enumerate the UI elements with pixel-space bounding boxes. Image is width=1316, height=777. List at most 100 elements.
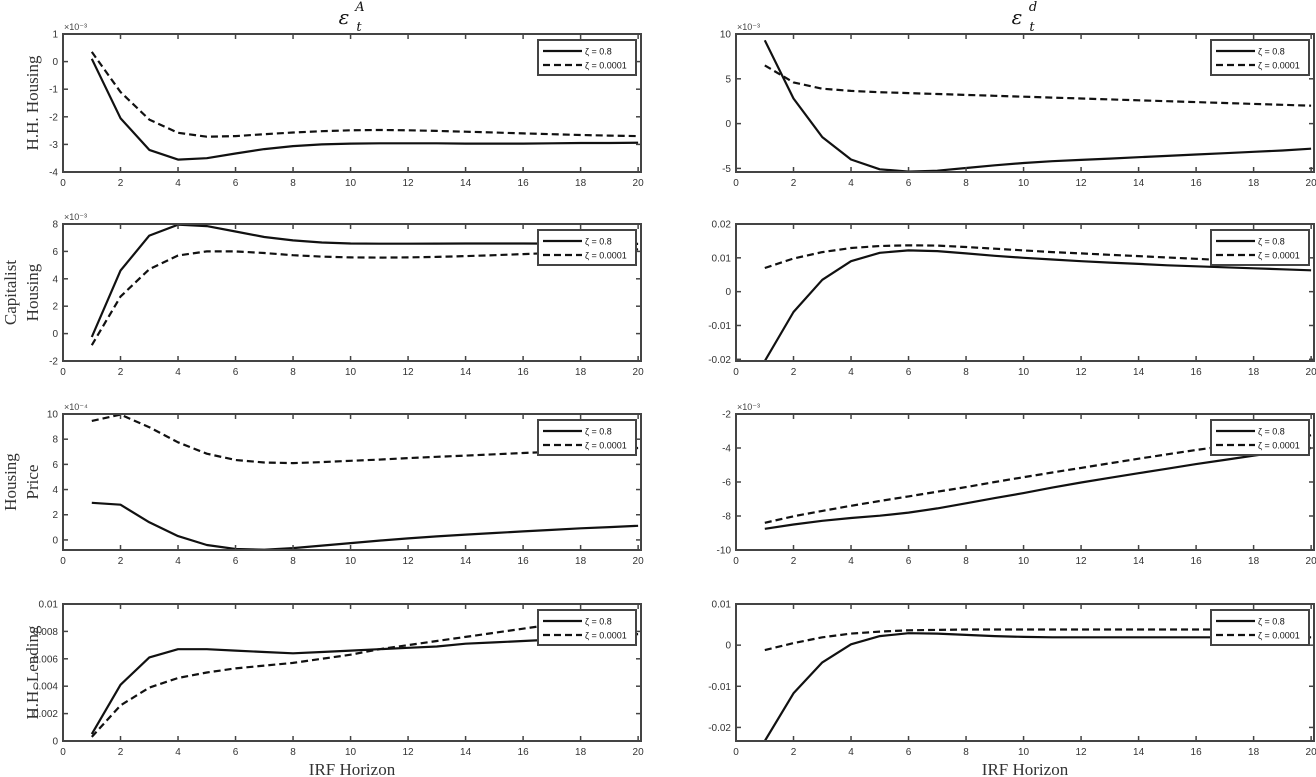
y-tick-label: 10 xyxy=(720,30,732,41)
x-tick-label: 6 xyxy=(233,178,239,189)
series-line-solid xyxy=(763,249,1312,361)
legend-label: ζ = 0.0001 xyxy=(585,441,627,451)
y-tick-label: 0.002 xyxy=(33,709,58,720)
x-tick-label: 10 xyxy=(1018,178,1030,189)
x-tick-label: 20 xyxy=(633,556,645,567)
x-tick-label: 8 xyxy=(963,367,969,378)
x-tick-label: 14 xyxy=(460,556,472,567)
axis-exponent: ×10⁻³ xyxy=(737,22,760,32)
column-title-base: ε xyxy=(339,5,350,29)
legend-label: ζ = 0.8 xyxy=(585,617,612,627)
panel-2-1: 0 2 4 6 8 10 12 14 16 18 20 -10 -8 -6 -4 -2 ×10⁻³ ζ = 0.8… xyxy=(717,402,1316,567)
series-line-dashed xyxy=(764,434,1312,524)
x-tick-label: 14 xyxy=(460,367,472,378)
y-tick-label: 0 xyxy=(52,737,58,748)
panel-0-0: 0 2 4 6 8 10 12 14 16 18 20-4-3-2-101×10⁻³ζ = 0.8ζ… xyxy=(49,22,644,189)
row-label-text: Housing xyxy=(1,453,20,511)
x-tick-label: 18 xyxy=(575,178,587,189)
y-tick-label: 1 xyxy=(52,30,58,41)
x-tick-label: 16 xyxy=(1191,556,1203,567)
x-tick-label: 10 xyxy=(345,747,357,758)
x-tick-label: 4 xyxy=(175,178,181,189)
y-tick-label: 0.02 xyxy=(712,220,732,231)
series-line-solid xyxy=(763,632,1312,741)
x-tick-label: 2 xyxy=(118,747,124,758)
x-tick-label: 14 xyxy=(460,178,472,189)
y-tick-label: -0.01 xyxy=(708,682,731,693)
x-tick-label: 18 xyxy=(575,556,587,567)
y-tick-label: 5 xyxy=(725,74,731,85)
x-tick-label: 16 xyxy=(518,178,530,189)
y-tick-label: 0.01 xyxy=(39,600,59,611)
legend-label: ζ = 0.8 xyxy=(1258,617,1285,627)
y-tick-label: 0.006 xyxy=(33,654,58,665)
x-tick-label: 16 xyxy=(518,556,530,567)
y-tick-label: -0.02 xyxy=(708,355,731,366)
row-label-text: Housing xyxy=(23,263,42,321)
legend-label: ζ = 0.8 xyxy=(585,237,612,247)
y-tick-label: 0 xyxy=(725,119,731,130)
x-tick-label: 10 xyxy=(1018,367,1030,378)
legend: ζ = 0.8 ζ = 0.0001 xyxy=(537,419,637,456)
x-tick-label: 2 xyxy=(791,367,797,378)
series-group xyxy=(764,434,1312,530)
column-title-sub: t xyxy=(1029,20,1035,35)
y-tick-label: 0 xyxy=(52,535,58,546)
x-tick-label: 8 xyxy=(290,747,296,758)
x-tick-label: 0 xyxy=(60,178,66,189)
x-tick-label: 6 xyxy=(906,747,912,758)
x-tick-label: 16 xyxy=(518,747,530,758)
x-tick-label: 2 xyxy=(791,556,797,567)
legend-label: ζ = 0.8 xyxy=(585,47,612,57)
x-tick-label: 6 xyxy=(233,367,239,378)
row-label-text: Capitalist xyxy=(1,260,20,325)
x-tick-label: 18 xyxy=(1248,178,1260,189)
legend: ζ = 0.8 ζ = 0.0001 xyxy=(1210,609,1310,646)
x-tick-label: 12 xyxy=(403,367,415,378)
x-tick-label: 12 xyxy=(1076,367,1088,378)
y-tick-label: 8 xyxy=(52,435,58,446)
x-tick-label: 20 xyxy=(633,367,645,378)
row-label-2: Housing Price xyxy=(1,453,42,511)
legend-label: ζ = 0.8 xyxy=(1258,237,1285,247)
y-tick-label: -2 xyxy=(49,357,58,368)
legend-label: ζ = 0.0001 xyxy=(1258,631,1300,641)
x-tick-label: 20 xyxy=(633,747,645,758)
axes-frame xyxy=(62,413,642,551)
x-tick-label: 6 xyxy=(906,178,912,189)
y-tick-label: 0 xyxy=(52,57,58,68)
x-tick-label: 14 xyxy=(1133,367,1145,378)
axes-frame xyxy=(735,223,1315,362)
column-title-0: ε At xyxy=(339,0,365,35)
x-tick-label: 0 xyxy=(733,367,739,378)
x-tick-label: 4 xyxy=(175,747,181,758)
x-tick-label: 8 xyxy=(290,367,296,378)
x-tick-label: 20 xyxy=(1306,367,1316,378)
y-tick-label: -1 xyxy=(49,85,58,96)
x-tick-label: 14 xyxy=(1133,178,1145,189)
x-tick-label: 0 xyxy=(60,367,66,378)
x-tick-label: 12 xyxy=(403,556,415,567)
x-tick-label: 0 xyxy=(733,747,739,758)
x-tick-label: 2 xyxy=(118,367,124,378)
series-line-solid xyxy=(763,39,1312,172)
legend-label: ζ = 0.0001 xyxy=(1258,251,1300,261)
series-line-dashed xyxy=(764,244,1312,270)
legend: ζ = 0.8 ζ = 0.0001 xyxy=(1210,39,1310,76)
series-line-solid xyxy=(764,446,1312,530)
row-label-text: Price xyxy=(23,465,42,500)
y-tick-label: -2 xyxy=(49,112,58,123)
x-tick-label: 16 xyxy=(1191,747,1203,758)
series-group xyxy=(763,39,1312,172)
column-title-sup: A xyxy=(354,0,364,15)
x-tick-label: 12 xyxy=(1076,747,1088,758)
legend-label: ζ = 0.0001 xyxy=(585,631,627,641)
x-tick-label: 12 xyxy=(1076,556,1088,567)
x-tick-label: 8 xyxy=(290,178,296,189)
x-tick-label: 2 xyxy=(118,178,124,189)
x-tick-label: 20 xyxy=(1306,178,1316,189)
series-line-dashed xyxy=(90,51,639,138)
